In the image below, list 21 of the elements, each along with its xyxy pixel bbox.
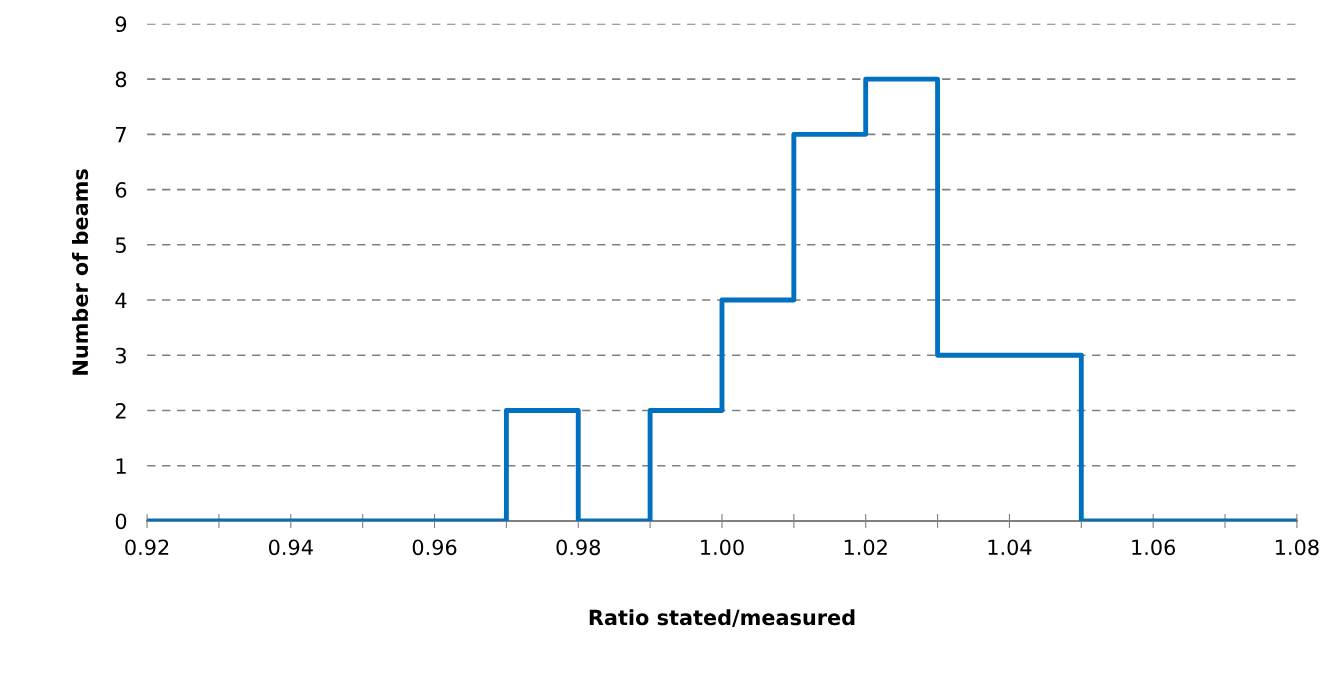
x-tick-label: 1.00 — [701, 539, 744, 556]
x-tick-label: 1.02 — [844, 539, 887, 556]
x-tick-label: 1.08 — [1275, 539, 1319, 556]
y-axis-title: Number of beams — [71, 169, 89, 375]
x-tick-label: 0.92 — [125, 539, 169, 556]
y-tick-label: 2 — [115, 402, 126, 419]
y-tick-label: 6 — [115, 182, 127, 198]
y-tick-label: 7 — [116, 127, 126, 143]
y-tick-label: 8 — [115, 71, 127, 88]
y-tick-label: 9 — [115, 16, 127, 33]
x-tick-label: 0.96 — [412, 539, 457, 556]
x-tick-label: 1.04 — [988, 539, 1032, 556]
y-tick-label: 4 — [115, 292, 127, 308]
x-tick-label: 0.94 — [268, 539, 313, 556]
y-tick-label: 3 — [115, 347, 126, 364]
y-tick-label: 0 — [115, 513, 127, 530]
x-axis-title: Ratio stated/measured — [589, 609, 855, 627]
x-tick-label: 0.98 — [556, 539, 601, 556]
y-tick-label: 1 — [116, 458, 126, 474]
x-tick-label: 1.06 — [1132, 539, 1176, 556]
y-tick-label: 5 — [115, 237, 126, 253]
